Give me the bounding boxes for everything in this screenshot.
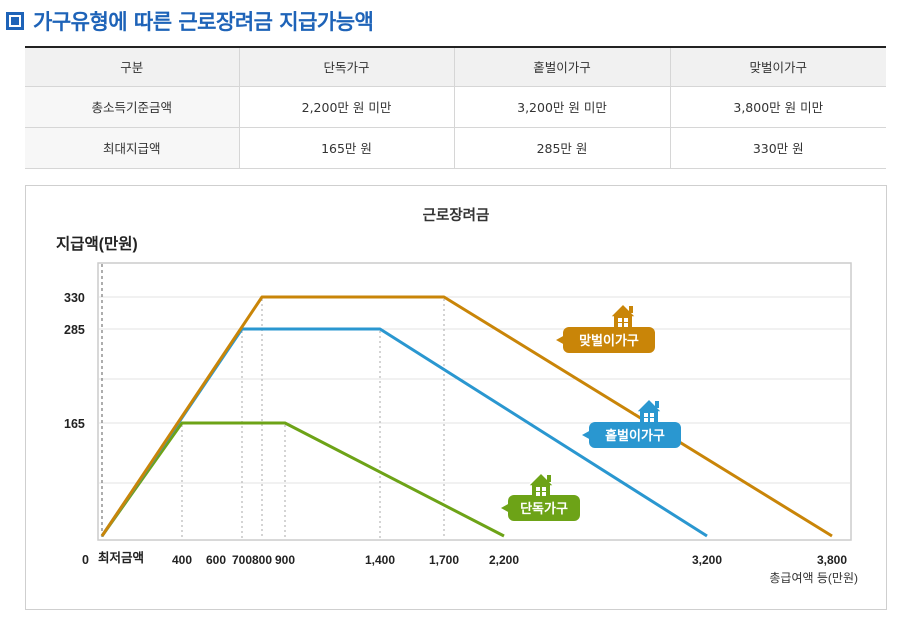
house-icon bbox=[608, 302, 638, 328]
row-header: 최대지급액 bbox=[25, 127, 239, 169]
x-tick-label: 1,700 bbox=[429, 553, 459, 567]
x-tick-label: 3,200 bbox=[692, 553, 722, 567]
badge-background bbox=[508, 495, 580, 521]
badge-pointer bbox=[582, 430, 591, 440]
y-axis-label: 지급액(만원) bbox=[56, 234, 138, 253]
column-header: 홑벌이가구 bbox=[453, 46, 670, 87]
x-tick-label: 3,800 bbox=[817, 553, 847, 567]
house-icon bbox=[634, 397, 664, 423]
table-cell: 3,200만 원 미만 bbox=[453, 86, 670, 128]
table-row: 최대지급액 165만 원 285만 원 330만 원 bbox=[25, 127, 886, 169]
y-tick-label: 165 bbox=[64, 417, 85, 431]
table-row: 총소득기준금액 2,200만 원 미만 3,200만 원 미만 3,800만 원… bbox=[25, 86, 886, 128]
badge-pointer bbox=[501, 503, 510, 513]
incentive-chart: 근로장려금 지급액(만원) 0 165 285 330 최저금액 400 600 700 800… bbox=[56, 206, 858, 585]
page-header: 가구유형에 따른 근로장려금 지급가능액 bbox=[6, 6, 374, 36]
badge-background bbox=[563, 327, 655, 353]
square-bullet-icon bbox=[6, 12, 24, 30]
x-tick-label: 2,200 bbox=[489, 553, 519, 567]
table-header-row: 구분 단독가구 홑벌이가구 맞벌이가구 bbox=[25, 46, 886, 87]
plot-area bbox=[97, 262, 852, 541]
chart-panel: 근로장려금 지급액(만원) 0 165 285 330 최저금액 400 600 700 800… bbox=[25, 185, 887, 610]
x-tick-label: 400 bbox=[172, 553, 192, 567]
series-label-badge: 홑벌이가구 bbox=[582, 422, 681, 448]
series-name: 홑벌이가구 bbox=[605, 428, 665, 443]
x-tick-label: 900 bbox=[275, 553, 295, 567]
table-cell: 2,200만 원 미만 bbox=[238, 86, 454, 128]
y-tick-label: 330 bbox=[64, 291, 85, 305]
chart-title: 근로장려금 bbox=[423, 206, 490, 224]
series-name: 단독가구 bbox=[520, 501, 568, 516]
house-icon bbox=[526, 471, 556, 497]
y-tick-label: 285 bbox=[64, 323, 85, 337]
x-tick-label: 800 bbox=[252, 553, 272, 567]
x-tick-label: 1,400 bbox=[365, 553, 395, 567]
series-name: 맞벌이가구 bbox=[579, 333, 639, 348]
series-line bbox=[100, 295, 833, 538]
column-header: 맞벌이가구 bbox=[669, 46, 886, 87]
benefit-table: 구분 단독가구 홑벌이가구 맞벌이가구 총소득기준금액 2,200만 원 미만 … bbox=[25, 46, 886, 169]
column-header: 단독가구 bbox=[238, 46, 454, 87]
series-label-badge: 단독가구 bbox=[501, 495, 580, 521]
series-label-badge: 맞벌이가구 bbox=[556, 327, 655, 353]
badge-background bbox=[589, 422, 681, 448]
badge-pointer bbox=[556, 335, 565, 345]
x-tick-label: 700 bbox=[232, 553, 252, 567]
y-tick-label: 0 bbox=[82, 553, 89, 567]
x-origin-label: 최저금액 bbox=[98, 550, 144, 565]
row-header: 총소득기준금액 bbox=[25, 86, 239, 128]
page-title: 가구유형에 따른 근로장려금 지급가능액 bbox=[33, 10, 374, 34]
x-tick-label: 600 bbox=[206, 553, 226, 567]
table-cell: 3,800만 원 미만 bbox=[669, 86, 886, 128]
column-header: 구분 bbox=[25, 46, 239, 87]
table-cell: 165만 원 bbox=[238, 127, 454, 169]
x-axis-label: 총급여액 등(만원) bbox=[769, 571, 858, 585]
table-cell: 330만 원 bbox=[669, 127, 886, 169]
table-cell: 285만 원 bbox=[453, 127, 670, 169]
